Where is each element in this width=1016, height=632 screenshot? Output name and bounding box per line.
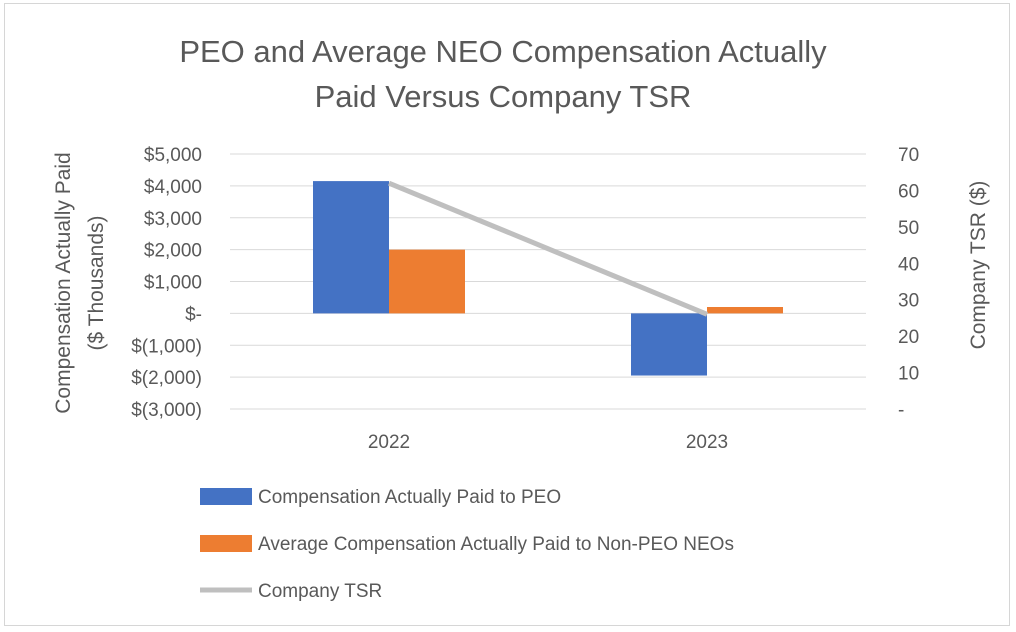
right-axis-ticks: 70 60 50 40 30 20 10 - xyxy=(898,145,919,421)
right-tick-label: 20 xyxy=(898,327,919,348)
bar-average-compensation-actually-paid-to-non-peo-neos-2022 xyxy=(389,250,465,314)
legend-label-tsr: Company TSR xyxy=(258,581,382,602)
bar-compensation-actually-paid-to-peo-2023 xyxy=(631,313,707,375)
chart-canvas: PEO and Average NEO Compensation Actuall… xyxy=(0,0,1016,632)
left-tick-label: $(1,000) xyxy=(131,336,202,357)
right-axis-title: Company TSR ($) xyxy=(967,181,990,350)
chart-title-line-1: PEO and Average NEO Compensation Actuall… xyxy=(179,34,827,69)
bars xyxy=(313,181,783,375)
bar-compensation-actually-paid-to-peo-2022 xyxy=(313,181,389,313)
right-tick-label: 50 xyxy=(898,218,919,239)
left-tick-label: $- xyxy=(185,304,202,325)
legend-label-neo: Average Compensation Actually Paid to No… xyxy=(258,534,734,555)
right-tick-label: 30 xyxy=(898,291,919,312)
x-axis-ticks: 2022 2023 xyxy=(368,432,728,453)
left-tick-label: $4,000 xyxy=(144,177,202,198)
legend-swatch-neo xyxy=(200,535,252,552)
x-tick-label: 2022 xyxy=(368,432,410,453)
left-axis-ticks: $5,000 $4,000 $3,000 $2,000 $1,000 $- $(1,000)… xyxy=(131,145,202,421)
left-tick-label: $5,000 xyxy=(144,145,202,166)
left-tick-label: $2,000 xyxy=(144,241,202,262)
right-tick-label: 40 xyxy=(898,254,919,275)
right-tick-label: 60 xyxy=(898,181,919,202)
left-tick-label: $(2,000) xyxy=(131,368,202,389)
left-tick-label: $(3,000) xyxy=(131,400,202,421)
left-axis-title-line-1: Compensation Actually Paid xyxy=(52,152,75,414)
chart-title-line-2: Paid Versus Company TSR xyxy=(315,79,692,114)
legend-label-peo: Compensation Actually Paid to PEO xyxy=(258,487,561,508)
bar-average-compensation-actually-paid-to-non-peo-neos-2023 xyxy=(707,307,783,313)
left-tick-label: $3,000 xyxy=(144,209,202,230)
left-tick-label: $1,000 xyxy=(144,273,202,294)
legend: Compensation Actually Paid to PEO Averag… xyxy=(200,487,734,602)
right-tick-label: 70 xyxy=(898,145,919,166)
right-tick-label: 10 xyxy=(898,364,919,385)
left-axis-title-line-2: ($ Thousands) xyxy=(85,215,108,350)
right-tick-label: - xyxy=(898,400,904,421)
x-tick-label: 2023 xyxy=(686,432,728,453)
legend-swatch-peo xyxy=(200,488,252,505)
